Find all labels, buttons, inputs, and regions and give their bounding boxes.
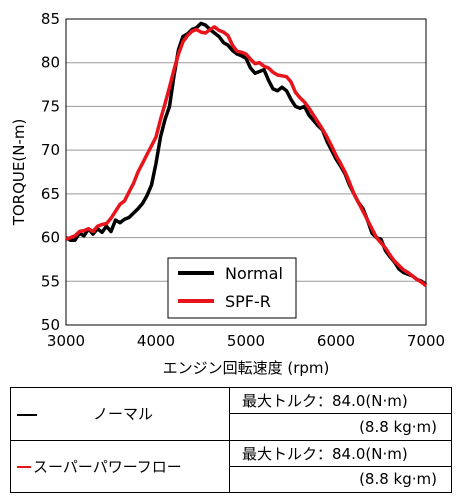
x-tick-label: 7000 xyxy=(407,332,445,350)
y-tick-label: 65 xyxy=(41,185,60,203)
x-tick-label: 4000 xyxy=(137,332,175,350)
name-label: ノーマル xyxy=(93,405,154,424)
x-tick-label: 3000 xyxy=(47,332,85,350)
max-torque-cell: 最大トルク：84.0(N·m) xyxy=(229,439,452,467)
y-tick-label: 55 xyxy=(41,272,60,290)
row-name-spf: スーパーパワーフロー xyxy=(10,439,230,493)
red-line-marker xyxy=(17,466,31,469)
x-tick-label: 6000 xyxy=(317,332,355,350)
torque-kgm-cell: (8.8 kg·m) xyxy=(229,465,452,494)
y-tick-label: 70 xyxy=(41,141,60,159)
legend-box xyxy=(167,257,297,319)
torque-kgm-cell: (8.8 kg·m) xyxy=(229,413,452,441)
y-tick-label: 80 xyxy=(41,54,60,72)
name-label: スーパーパワーフロー xyxy=(33,457,182,476)
tick-labels: 50 55 60 65 70 75 80 85 3000 4000 5000 6000 7000 xyxy=(41,10,445,350)
table-row: スーパーパワーフロー 最大トルク：84.0(N·m) xyxy=(10,439,452,493)
legend-label-normal: Normal xyxy=(225,264,283,283)
table-row: (8.8 kg·m) xyxy=(11,465,452,494)
max-torque-cell: 最大トルク：84.0(N·m) xyxy=(229,386,452,415)
series-line-spf-r xyxy=(65,25,428,288)
spec-table: ノーマル 最大トルク：84.0(N·m) (8.8 kg·m) スーパーパワーフ… xyxy=(10,386,452,494)
x-axis-title: エンジン回転速度 (rpm) xyxy=(163,359,330,377)
black-line-marker xyxy=(17,413,37,416)
table-row: ノーマル 最大トルク：84.0(N·m) xyxy=(10,386,452,441)
y-axis-title: TORQUE(N-m) xyxy=(10,119,28,227)
plot-frame xyxy=(65,18,427,326)
y-tick-label: 50 xyxy=(41,316,60,334)
grid-lines xyxy=(66,18,426,326)
row-name-normal: ノーマル xyxy=(10,387,230,441)
y-tick-label: 60 xyxy=(41,229,60,247)
torque-chart: 50 55 60 65 70 75 80 85 3000 4000 5000 6000 7000 エンジ… xyxy=(10,10,445,377)
y-tick-label: 85 xyxy=(41,10,60,28)
y-tick-label: 75 xyxy=(41,97,60,115)
series-lines xyxy=(65,21,428,288)
legend-label-spf-r: SPF-R xyxy=(225,292,271,311)
table-row: (8.8 kg·m) xyxy=(11,413,452,441)
legend: Normal SPF-R xyxy=(167,257,297,319)
x-tick-label: 5000 xyxy=(227,332,265,350)
